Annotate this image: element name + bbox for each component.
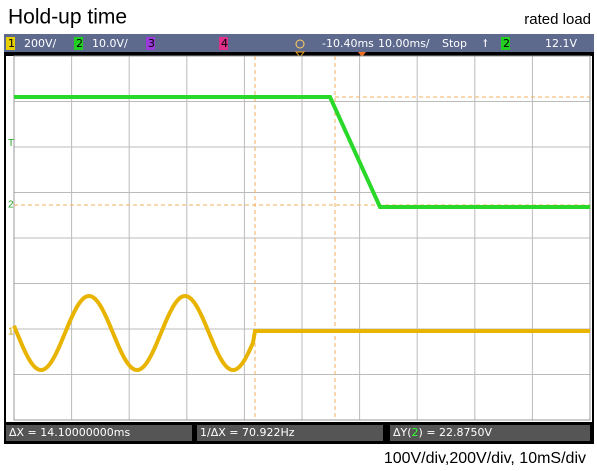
ch-box [74,37,83,50]
ch1: 1 [8,37,15,50]
title: Hold-up time [8,6,127,29]
graticule [6,56,592,422]
ch-box [501,37,510,50]
delta-x: ΔX = 14.10000000ms [9,426,130,439]
ch1-marker: 1 [8,327,14,338]
waveforms [12,95,590,373]
delay-marker [294,51,306,58]
caption: 100V/div,200V/div, 10mS/div [384,450,586,467]
run-state: Stop [442,37,467,50]
ch2: 2 [76,37,83,50]
ch-box [219,37,228,50]
trigger-channel: 2 [503,37,510,50]
delta-y-prefix: ΔY( [393,426,412,439]
ch2-trace [14,95,590,209]
ch2-scale: 10.0V/ [92,37,128,50]
meas-box [6,425,192,441]
ch-box [6,37,15,50]
icon [295,39,305,49]
delta-y-channel: 2 [412,426,419,439]
ch3: 3 [148,37,155,50]
note: rated load [524,11,591,28]
ch1-trace [12,293,590,373]
ch4: 4 [221,37,228,50]
delta-y-suffix: ) = 22.8750V [419,426,493,439]
meas-box [390,425,590,441]
graticule-border [13,55,591,421]
ch2-marker: 2 [8,200,14,211]
meas-box [197,425,383,441]
trigger-level: 12.1V [545,37,577,50]
delay: -10.40ms [322,37,374,50]
ch1-scale: 200V/ [24,37,57,50]
trigger-marker [358,52,366,57]
timebase: 10.00ms/ [378,37,430,50]
inverse-delta-x: 1/ΔX = 70.922Hz [200,426,295,439]
ch-box [146,37,155,50]
trigger-marker-label: T [8,138,14,149]
trigger-icon: ꝉ [483,37,488,50]
delta-y: ΔY(2) = 22.8750V [393,426,493,439]
